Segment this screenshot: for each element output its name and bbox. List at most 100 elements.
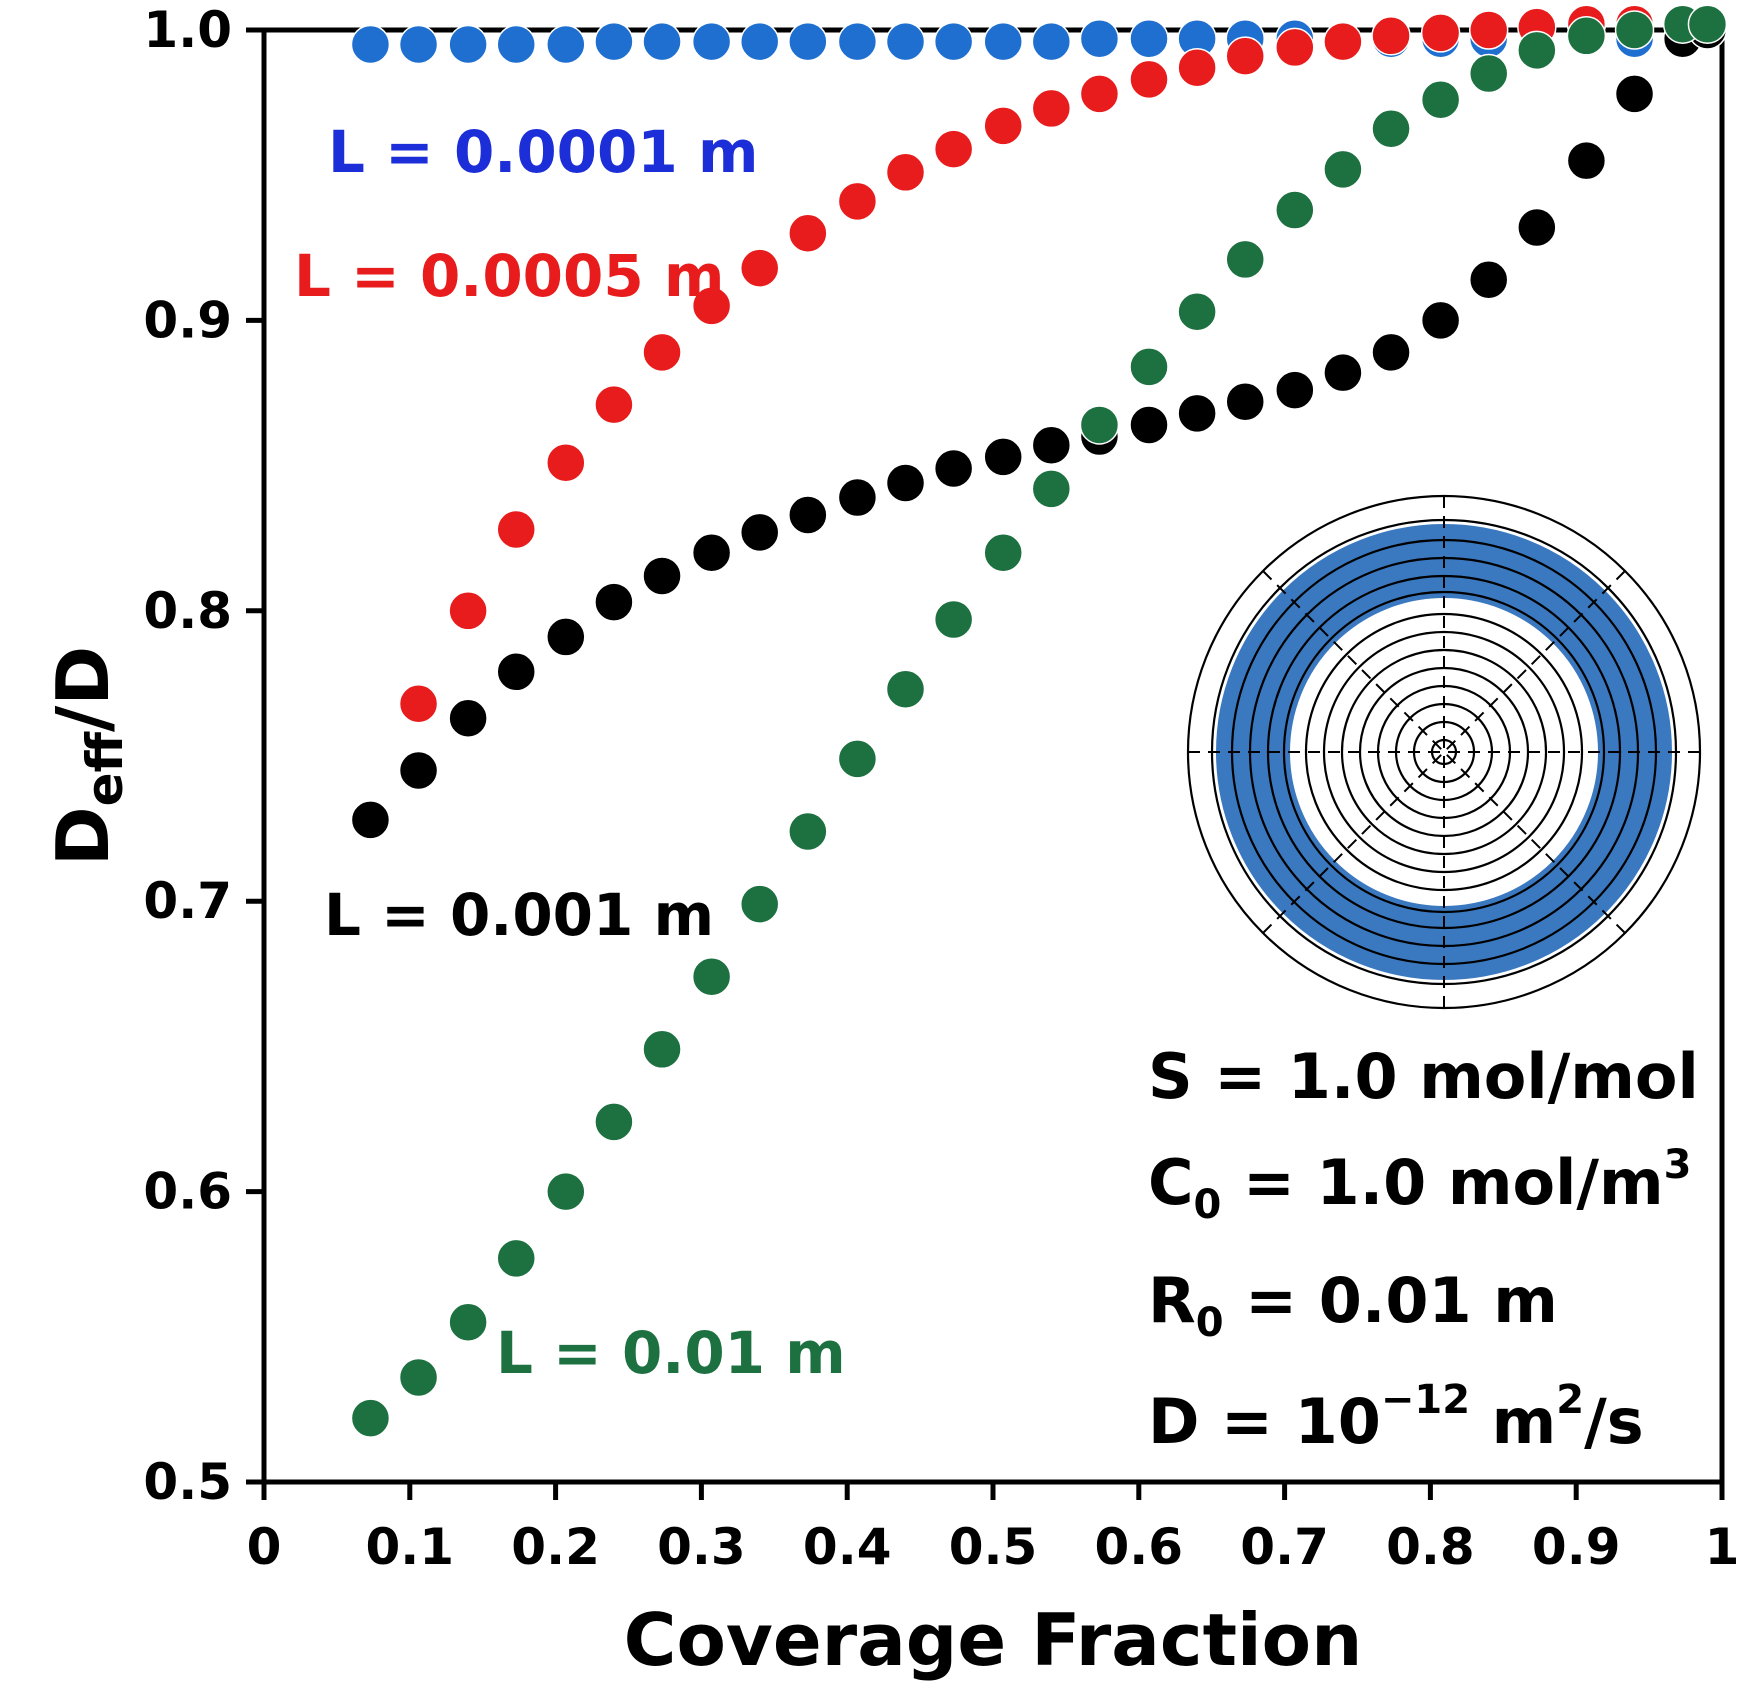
data-point: [1371, 108, 1411, 149]
data-point: [739, 21, 780, 62]
data-point: [1031, 88, 1072, 129]
data-point: [1225, 239, 1265, 280]
data-point: [1225, 36, 1265, 76]
x-tick-label: 0.7: [1240, 1518, 1329, 1576]
data-point: [546, 442, 586, 483]
data-point: [1323, 352, 1363, 393]
inset-ring: [1322, 630, 1566, 874]
data-point: [933, 448, 974, 489]
series-label-l-001: L = 0.001 m: [324, 881, 714, 949]
x-tick-label: 0.5: [949, 1518, 1038, 1576]
data-point: [398, 24, 439, 65]
data-point: [1614, 10, 1655, 50]
data-point: [1275, 190, 1315, 230]
data-point: [1566, 16, 1607, 56]
data-point: [448, 1302, 488, 1343]
data-point: [691, 956, 732, 997]
y-tick-label: 0.9: [143, 291, 232, 349]
data-point: [691, 286, 732, 326]
data-point: [1177, 393, 1217, 434]
data-point: [983, 532, 1023, 573]
y-axis-title: Deff/D: [41, 646, 134, 866]
data-point: [1420, 79, 1461, 120]
data-point: [837, 21, 878, 62]
inset-ring: [1304, 612, 1584, 892]
y-tick-label: 0.7: [143, 872, 232, 930]
data-point: [885, 21, 926, 62]
data-point: [594, 582, 634, 622]
data-point: [1129, 347, 1169, 387]
data-point: [1031, 21, 1072, 62]
data-point: [691, 532, 732, 573]
data-point: [1566, 140, 1607, 181]
data-point: [448, 591, 488, 631]
x-axis: 0 0.1 0.2 0.3 0.4 0.5 0.6 0.7 0.8 0.9 1: [247, 1482, 1740, 1576]
data-point: [1079, 18, 1120, 59]
data-point: [398, 683, 439, 724]
x-axis-title: Coverage Fraction: [624, 1598, 1363, 1682]
param-d: D = 10−12 m2/s: [1148, 1377, 1644, 1458]
inset-diagonal-2: [1262, 570, 1626, 934]
data-point: [1129, 18, 1169, 59]
data-point: [933, 599, 974, 640]
inset-ring: [1282, 590, 1606, 914]
data-point: [933, 129, 974, 169]
data-point: [1079, 74, 1120, 114]
data-point: [1420, 300, 1461, 341]
data-point: [1031, 425, 1072, 466]
data-point: [448, 24, 488, 65]
data-point: [1129, 405, 1169, 445]
series-label-l-0005: L = 0.0005 m: [294, 242, 724, 310]
data-point: [642, 332, 682, 373]
series-label-l-01: L = 0.01 m: [496, 1319, 846, 1387]
data-point: [885, 152, 926, 193]
svg-text:Deff/D: Deff/D: [41, 646, 134, 866]
data-point: [350, 800, 391, 840]
data-point: [496, 1238, 536, 1279]
data-point: [788, 811, 828, 852]
parameter-list: S = 1.0 mol/mol C0 = 1.0 mol/m3 R0 = 0.0…: [1148, 1040, 1699, 1458]
data-point: [496, 24, 536, 65]
x-tick-label: 1: [1705, 1518, 1740, 1576]
data-point: [1687, 4, 1728, 44]
param-s: S = 1.0 mol/mol: [1148, 1040, 1699, 1113]
x-tick-label: 0.8: [1386, 1518, 1475, 1576]
data-point: [1323, 149, 1363, 190]
data-point: [642, 1029, 682, 1070]
data-point: [1129, 59, 1169, 100]
data-point: [1517, 30, 1557, 71]
data-point: [837, 477, 878, 518]
data-point: [496, 509, 536, 550]
x-tick-label: 0.9: [1532, 1518, 1621, 1576]
data-point: [1371, 16, 1411, 56]
data-point: [691, 21, 732, 62]
data-point: [788, 495, 828, 535]
inset-diagonal-1: [1262, 570, 1626, 934]
y-axis-title-tail: /D: [41, 646, 125, 732]
data-point: [1177, 291, 1217, 332]
inset-ring: [1340, 648, 1548, 856]
x-tick-label: 0.3: [657, 1518, 746, 1576]
y-tick-label: 0.5: [143, 1453, 232, 1511]
x-tick-label: 0.4: [803, 1518, 892, 1576]
data-point: [788, 213, 828, 254]
data-point: [1177, 48, 1217, 88]
data-point: [594, 21, 634, 62]
data-point: [546, 1171, 586, 1212]
data-point: [885, 669, 926, 709]
y-axis-title-main: D: [41, 806, 125, 866]
x-tick-label: 0.2: [511, 1518, 600, 1576]
data-point: [1468, 10, 1509, 50]
data-point: [642, 21, 682, 62]
data-point: [1031, 469, 1072, 509]
data-point: [594, 384, 634, 425]
y-tick-label: 0.8: [143, 582, 232, 640]
data-point: [1225, 381, 1265, 422]
data-point: [350, 1398, 391, 1438]
data-point: [1614, 74, 1655, 114]
data-points: [350, 4, 1728, 1438]
x-tick-label: 0: [247, 1518, 282, 1576]
data-point: [1420, 13, 1461, 53]
